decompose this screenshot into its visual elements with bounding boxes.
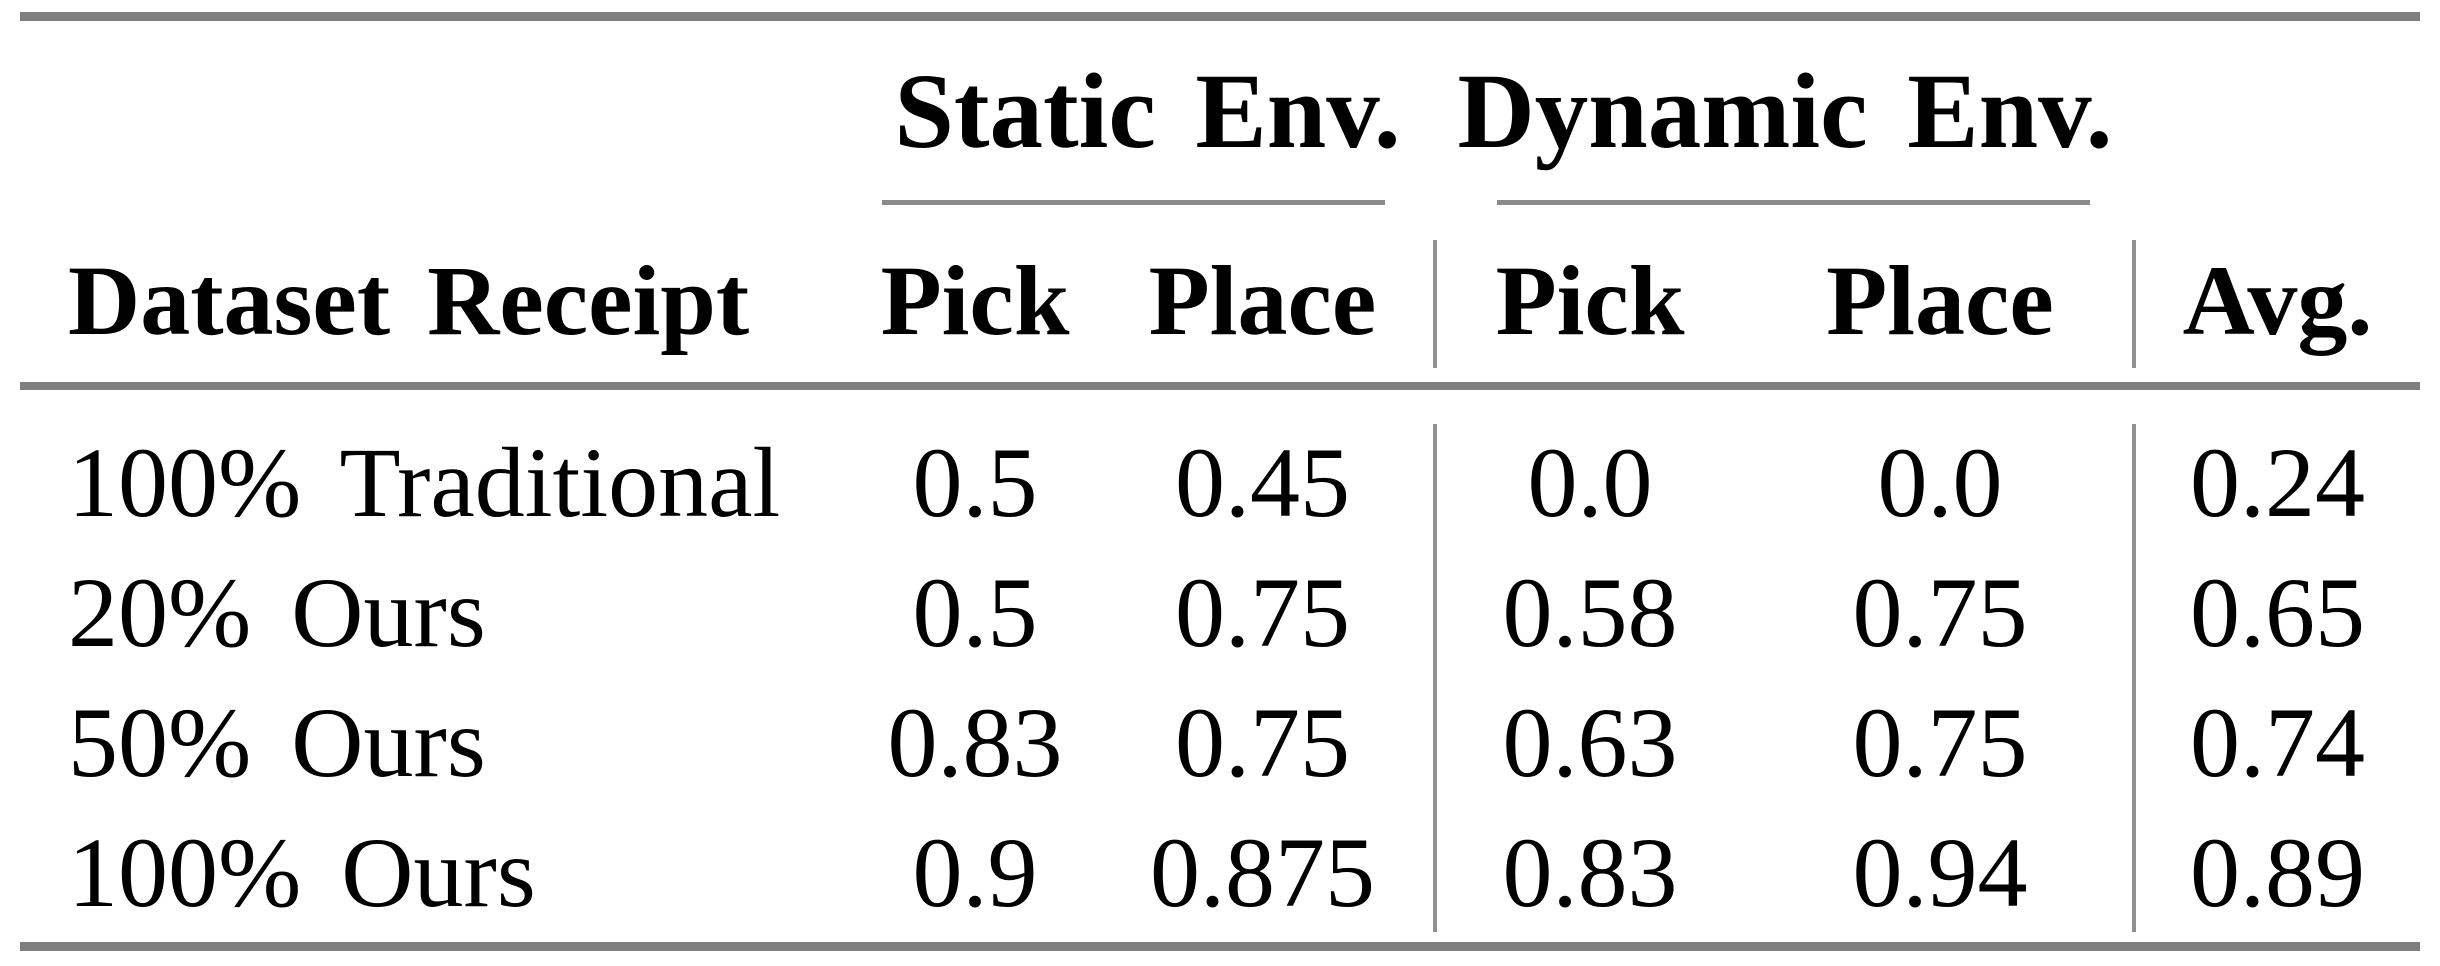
header-separator-rule [20, 382, 2420, 390]
cell-dynamic-place: 0.75 [1852, 556, 2028, 668]
vertical-divider-avg-header [2132, 240, 2136, 368]
row-label: 100% Traditional [68, 426, 781, 538]
row-label: 50% Ours [68, 686, 486, 798]
cell-dynamic-pick: 0.83 [1502, 816, 1678, 928]
vertical-divider-static-dynamic-header [1433, 240, 1437, 368]
cell-static-place: 0.875 [1150, 816, 1375, 928]
cell-avg: 0.74 [2190, 686, 2365, 798]
cell-avg: 0.24 [2190, 426, 2365, 538]
cell-dynamic-pick: 0.0 [1527, 426, 1653, 538]
table-row: 100% Ours 0.9 0.875 0.83 0.94 0.89 [20, 807, 2420, 937]
cell-static-pick: 0.5 [912, 556, 1038, 668]
cell-static-place: 0.75 [1175, 556, 1350, 668]
cell-dynamic-place: 0.75 [1852, 686, 2028, 798]
cell-dynamic-place: 0.94 [1852, 816, 2028, 928]
cell-static-pick: 0.9 [912, 816, 1038, 928]
cell-static-pick: 0.83 [887, 686, 1063, 798]
table-row: 20% Ours 0.5 0.75 0.58 0.75 0.65 [20, 547, 2420, 677]
cell-dynamic-pick: 0.58 [1502, 556, 1678, 668]
static-env-underline-rule [882, 200, 1385, 205]
cell-dynamic-place: 0.0 [1877, 426, 2003, 538]
cell-static-place: 0.45 [1175, 426, 1350, 538]
dynamic-env-underline-rule [1497, 200, 2090, 205]
top-rule [20, 12, 2420, 21]
column-group-header-row: Static Env. Dynamic Env. [20, 20, 2420, 205]
vertical-divider-static-dynamic-body [1433, 424, 1437, 932]
cell-dynamic-pick: 0.63 [1502, 686, 1678, 798]
table-row: 50% Ours 0.83 0.75 0.63 0.75 0.74 [20, 677, 2420, 807]
row-label: 100% Ours [68, 816, 536, 928]
static-place-header: Place [1148, 244, 1377, 356]
avg-header: Avg. [2182, 244, 2373, 356]
static-pick-header: Pick [880, 244, 1070, 356]
dynamic-place-header: Place [1826, 244, 2054, 356]
table-row: 100% Traditional 0.5 0.45 0.0 0.0 0.24 [20, 417, 2420, 547]
cell-static-place: 0.75 [1175, 686, 1350, 798]
cell-avg: 0.65 [2190, 556, 2365, 668]
dataset-receipt-header: Dataset Receipt [68, 244, 750, 356]
column-header-row: Dataset Receipt Pick Place Pick Place Av… [20, 220, 2420, 380]
cell-avg: 0.89 [2190, 816, 2365, 928]
static-env-group-header: Static Env. [894, 53, 1401, 171]
dynamic-pick-header: Pick [1495, 244, 1685, 356]
bottom-rule [20, 942, 2420, 951]
vertical-divider-avg-body [2132, 424, 2136, 932]
cell-static-pick: 0.5 [912, 426, 1038, 538]
row-label: 20% Ours [68, 556, 486, 668]
dynamic-env-group-header: Dynamic Env. [1457, 53, 2113, 171]
